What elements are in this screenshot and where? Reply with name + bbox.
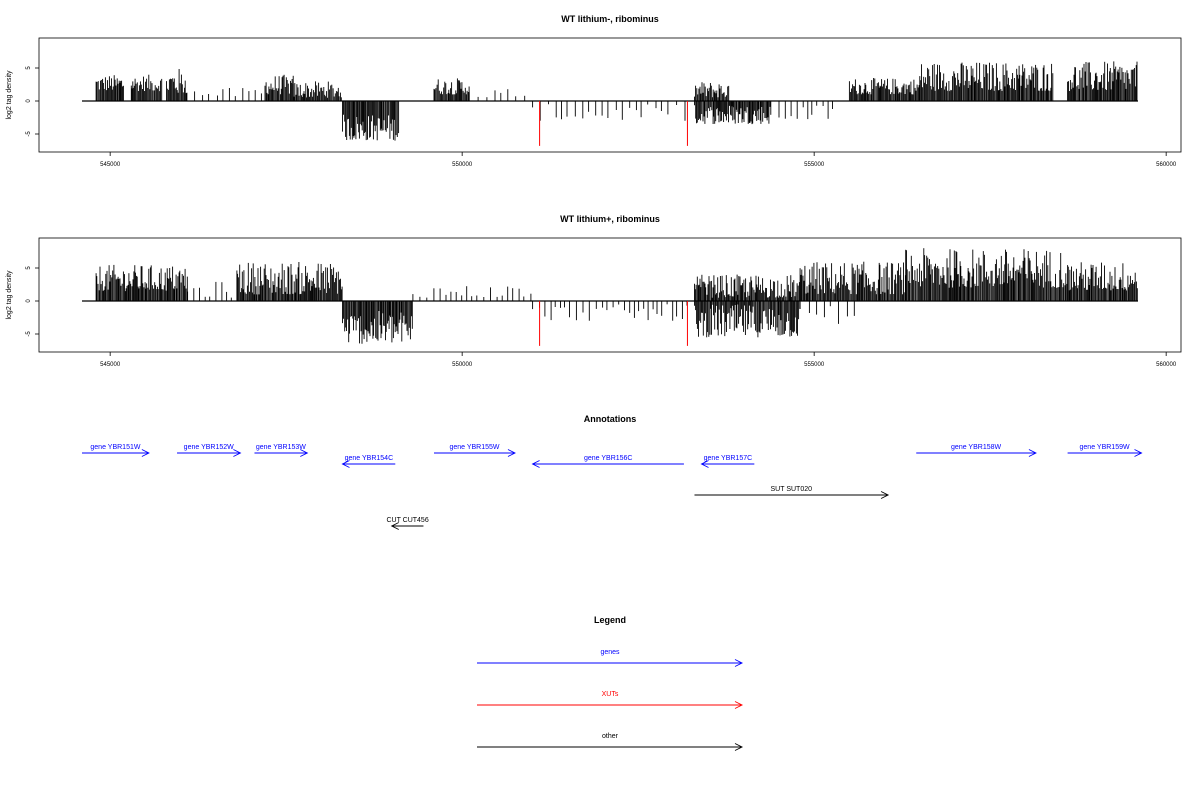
y-tick-label: -5 <box>26 331 32 337</box>
track-panel-lithium-plus: WT lithium+, ribominus log2 tag density … <box>6 214 1182 368</box>
feature-arrowhead <box>300 449 309 457</box>
feature-label: SUT SUT020 <box>771 486 813 493</box>
track-panel-lithium-minus: WT lithium-, ribominus log2 tag density … <box>6 14 1182 168</box>
x-tick-label: 545000 <box>100 362 121 368</box>
annotation-feature: gene YBR155W <box>434 444 516 457</box>
feature-arrowhead <box>507 449 516 457</box>
annotation-feature: gene YBR158W <box>916 444 1037 457</box>
y-axis: 5 0 -5 <box>26 266 39 337</box>
feature-arrowhead <box>233 449 242 457</box>
feature-label: gene YBR156C <box>584 455 633 462</box>
annotation-items: gene YBR151W gene YBR152W gene YBR153W gene… <box>82 444 1143 530</box>
legend-items: genes XUTs other <box>477 649 744 751</box>
legend-item: XUTs <box>477 691 744 709</box>
y-axis: 5 0 -5 <box>26 66 39 137</box>
legend-panel: Legend genes XUTs other <box>477 615 744 751</box>
legend-title: Legend <box>594 615 626 625</box>
y-tick-label: 0 <box>26 99 32 103</box>
density-bars <box>95 248 1138 344</box>
x-tick-label: 555000 <box>804 362 825 368</box>
x-tick-label: 545000 <box>100 162 121 168</box>
y-tick-label: 5 <box>26 66 32 70</box>
feature-arrowhead <box>700 460 709 468</box>
feature-label: gene YBR155W <box>449 444 499 451</box>
plot-frame <box>38 237 1182 353</box>
legend-arrowhead <box>734 659 744 667</box>
annotation-feature: gene YBR156C <box>531 455 684 468</box>
highlight-lines <box>539 101 688 146</box>
annotation-feature: gene YBR159W <box>1067 444 1143 457</box>
x-axis: 545000 550000 555000 560000 <box>100 352 1177 368</box>
legend-label: genes <box>600 649 620 656</box>
feature-arrowhead <box>531 460 540 468</box>
feature-label: gene YBR153W <box>256 444 306 451</box>
y-tick-label: 5 <box>26 266 32 270</box>
annotation-feature: gene YBR154C <box>341 455 396 468</box>
highlight-lines <box>539 301 688 346</box>
annotation-feature: gene YBR157C <box>700 455 755 468</box>
x-tick-label: 560000 <box>1156 162 1177 168</box>
y-tick-label: -5 <box>26 131 32 137</box>
feature-label: gene YBR159W <box>1080 444 1130 451</box>
x-tick-label: 550000 <box>452 162 473 168</box>
feature-label: gene YBR157C <box>704 455 753 462</box>
plot-frame <box>38 37 1182 153</box>
annotation-feature: gene YBR152W <box>177 444 242 457</box>
annotation-feature: SUT SUT020 <box>694 486 890 499</box>
y-axis-label: log2 tag density <box>6 70 13 120</box>
legend-item: other <box>477 733 744 751</box>
x-tick-label: 550000 <box>452 362 473 368</box>
feature-arrowhead <box>1028 449 1037 457</box>
feature-label: gene YBR158W <box>951 444 1001 451</box>
panel-title: WT lithium+, ribominus <box>560 214 660 224</box>
annotation-feature: gene YBR153W <box>254 444 309 457</box>
legend-label: XUTs <box>602 691 619 698</box>
legend-arrowhead <box>734 701 744 709</box>
annotation-feature: CUT CUT456 <box>386 517 429 530</box>
annotations-panel: Annotations gene YBR151W gene YBR152W gene… <box>82 414 1143 530</box>
x-tick-label: 560000 <box>1156 362 1177 368</box>
x-axis: 545000 550000 555000 560000 <box>100 152 1177 168</box>
feature-arrowhead <box>880 491 890 499</box>
annotation-feature: gene YBR151W <box>82 444 150 457</box>
feature-arrowhead <box>141 449 150 457</box>
x-tick-label: 555000 <box>804 162 825 168</box>
feature-arrowhead <box>1134 449 1143 457</box>
feature-arrowhead <box>390 522 399 530</box>
annotations-title: Annotations <box>584 414 637 424</box>
legend-item: genes <box>477 649 744 667</box>
feature-label: gene YBR151W <box>90 444 140 451</box>
legend-label: other <box>602 733 619 740</box>
feature-label: CUT CUT456 <box>386 517 428 524</box>
feature-arrowhead <box>341 460 350 468</box>
panel-title: WT lithium-, ribominus <box>561 14 659 24</box>
feature-label: gene YBR154C <box>345 455 394 462</box>
feature-label: gene YBR152W <box>184 444 234 451</box>
y-axis-label: log2 tag density <box>6 270 13 320</box>
legend-arrowhead <box>734 743 744 751</box>
y-tick-label: 0 <box>26 299 32 303</box>
density-bars <box>95 61 1138 141</box>
